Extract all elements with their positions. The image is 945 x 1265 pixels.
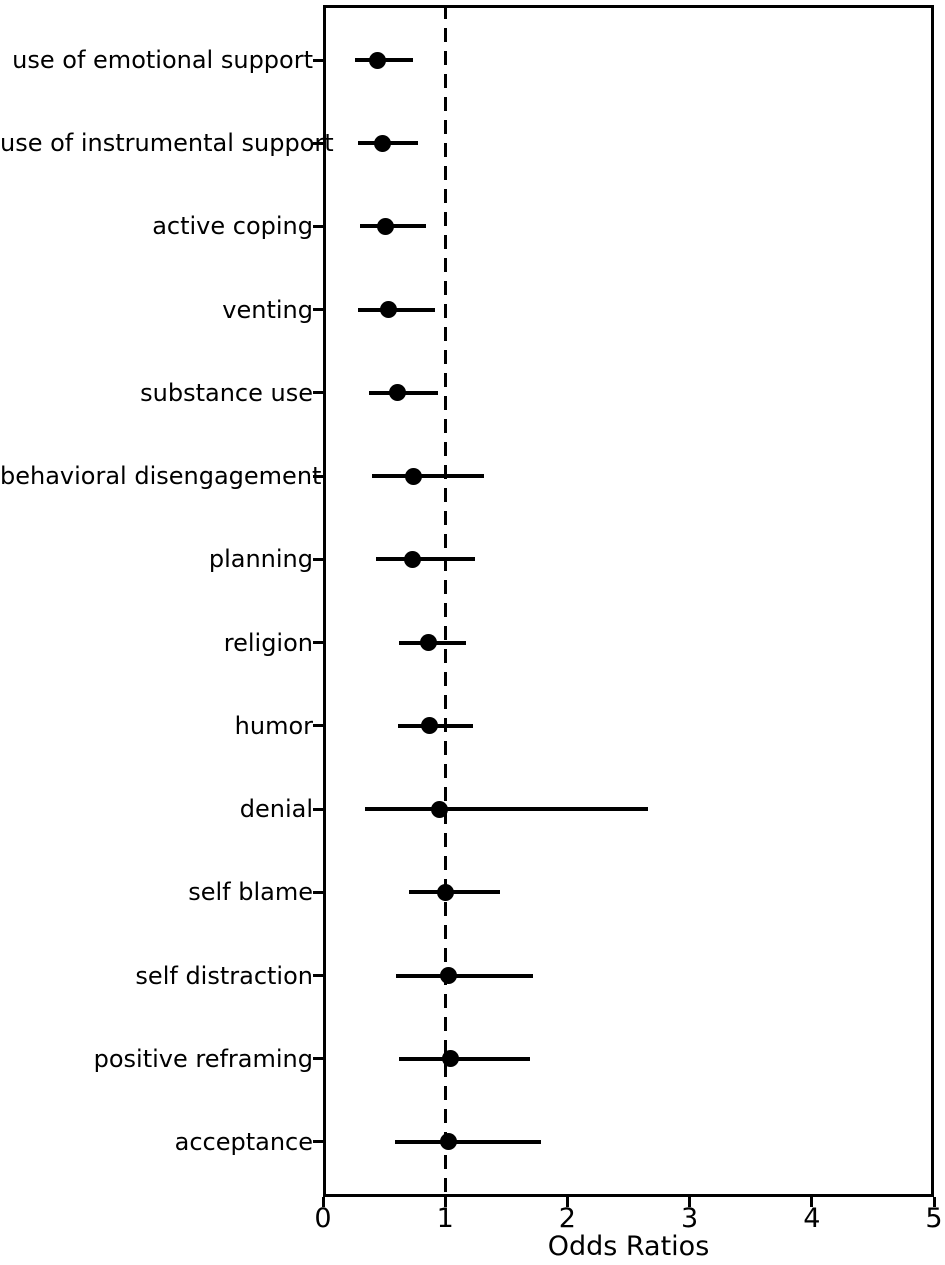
reference-line-or1 (443, 5, 447, 1197)
y-tick (313, 474, 323, 478)
y-tick (313, 641, 323, 645)
y-tick (313, 308, 323, 312)
category-label: use of instrumental support (0, 129, 334, 158)
odds-ratio-point (440, 967, 458, 985)
ci-line (375, 557, 475, 562)
x-tick-label: 5 (925, 1203, 943, 1234)
odds-ratio-point (380, 301, 398, 319)
y-tick (313, 58, 323, 62)
y-tick (313, 724, 323, 728)
x-tick (321, 1197, 325, 1207)
ci-line (398, 1056, 530, 1061)
odds-ratio-point (404, 467, 422, 485)
odds-ratio-point (369, 51, 387, 69)
y-tick (313, 1140, 323, 1144)
x-tick (565, 1197, 569, 1207)
ci-line (371, 474, 485, 479)
y-tick (313, 1057, 323, 1061)
category-label: self distraction (135, 961, 313, 990)
ci-line (408, 890, 501, 895)
x-tick-label: 2 (558, 1203, 576, 1234)
y-tick (313, 557, 323, 561)
y-tick (313, 974, 323, 978)
ci-line (364, 807, 649, 812)
category-label: use of emotional support (12, 46, 313, 74)
odds-ratio-point (441, 1050, 459, 1068)
y-tick (313, 890, 323, 894)
x-tick (810, 1197, 814, 1207)
category-label: self blame (188, 878, 313, 907)
odds-ratio-point (376, 217, 394, 235)
category-label: acceptance (174, 1127, 313, 1156)
plot-area (323, 5, 934, 1197)
odds-ratio-point (440, 1133, 458, 1151)
x-tick (443, 1197, 447, 1207)
ci-line (395, 1139, 541, 1144)
category-label: planning (208, 545, 313, 574)
x-tick-label: 0 (314, 1203, 332, 1234)
category-label: religion (223, 628, 313, 657)
x-tick-label: 3 (681, 1203, 699, 1234)
y-tick (313, 807, 323, 811)
category-label: behavioral disengagement (0, 462, 322, 491)
y-tick (313, 391, 323, 395)
x-tick-label: 4 (803, 1203, 821, 1234)
category-label: venting (222, 295, 313, 324)
odds-ratio-point (419, 634, 437, 652)
x-tick (688, 1197, 692, 1207)
odds-ratio-point (403, 550, 421, 568)
y-tick (313, 141, 323, 145)
x-axis-title: Odds Ratios (547, 1231, 710, 1262)
odds-ratio-point (389, 384, 407, 402)
category-label: active coping (152, 212, 313, 241)
category-label: denial (239, 795, 313, 824)
ci-line (396, 973, 534, 978)
plot-border (323, 5, 934, 1197)
category-label: humor (234, 711, 313, 740)
x-tick (932, 1197, 936, 1207)
odds-ratio-point (430, 800, 448, 818)
x-tick-label: 1 (436, 1203, 454, 1234)
odds-ratio-point (436, 883, 454, 901)
category-label: substance use (140, 378, 313, 407)
y-tick (313, 224, 323, 228)
category-label: positive reframing (93, 1044, 313, 1073)
odds-ratio-point (374, 134, 392, 152)
odds-ratio-point (420, 717, 438, 735)
